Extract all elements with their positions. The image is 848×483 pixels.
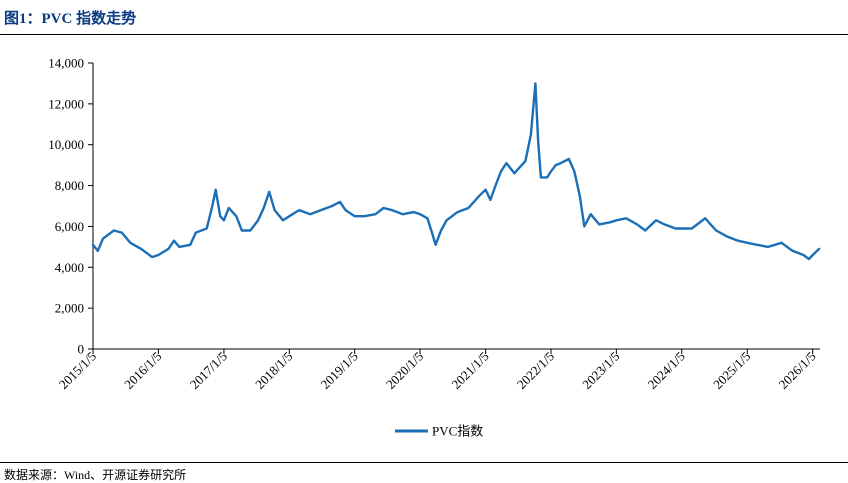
y-tick-label: 12,000 bbox=[48, 96, 84, 111]
x-tick-label: 2019/1/5 bbox=[317, 349, 360, 392]
series-line bbox=[91, 82, 821, 261]
y-tick-label: 8,000 bbox=[55, 178, 84, 193]
x-tick-label: 2022/1/5 bbox=[514, 349, 557, 392]
y-tick-label: 2,000 bbox=[55, 301, 84, 316]
legend-label: PVC指数 bbox=[432, 424, 483, 439]
y-tick-label: 14,000 bbox=[48, 56, 84, 71]
x-tick-label: 2023/1/5 bbox=[579, 349, 622, 392]
y-tick-label: 6,000 bbox=[55, 219, 84, 234]
figure-title: 图1：PVC 指数走势 bbox=[4, 11, 137, 27]
x-tick-label: 2016/1/5 bbox=[121, 349, 164, 392]
source-divider bbox=[0, 462, 848, 463]
x-tick-label: 2017/1/5 bbox=[187, 349, 230, 392]
data-source: 数据来源：Wind、开源证券研究所 bbox=[4, 468, 187, 482]
x-tick-label: 2020/1/5 bbox=[383, 349, 426, 392]
x-tick-label: 2021/1/5 bbox=[448, 349, 491, 392]
title-divider bbox=[0, 34, 848, 35]
y-tick-label: 4,000 bbox=[55, 260, 84, 275]
x-tick-label: 2024/1/5 bbox=[645, 349, 688, 392]
y-tick-label: 0 bbox=[78, 342, 85, 357]
y-tick-label: 10,000 bbox=[48, 137, 84, 152]
x-tick-label: 2026/1/5 bbox=[775, 349, 818, 392]
x-tick-label: 2018/1/5 bbox=[252, 349, 295, 392]
x-tick-label: 2025/1/5 bbox=[710, 349, 753, 392]
